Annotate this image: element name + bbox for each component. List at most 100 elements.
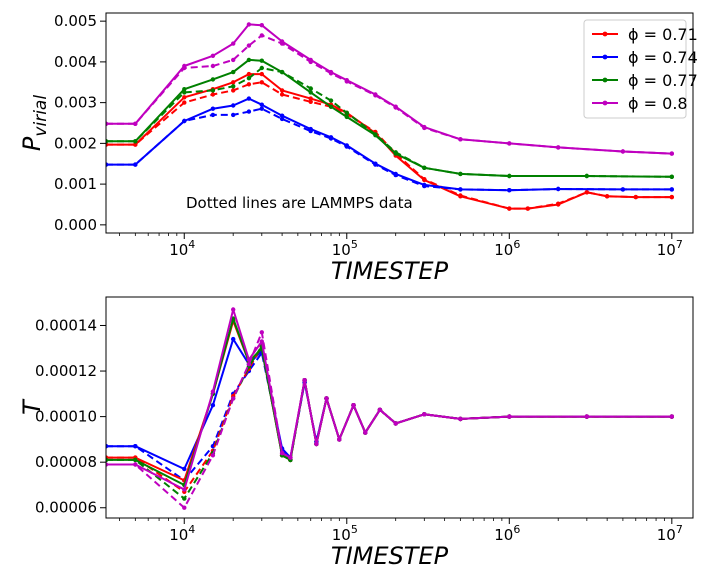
data-point — [106, 444, 109, 449]
data-point — [210, 112, 216, 118]
data-point — [279, 92, 285, 97]
data-point — [507, 141, 512, 146]
data-point — [328, 98, 334, 103]
data-point — [182, 505, 187, 510]
data-point — [422, 125, 427, 131]
series-line-1 — [106, 81, 672, 210]
data-point — [393, 105, 398, 110]
y-tick-label: 0.001 — [54, 175, 97, 193]
data-point — [246, 96, 252, 101]
x-tick-label: 105 — [332, 523, 358, 544]
legend-marker — [602, 100, 608, 106]
data-point — [337, 437, 342, 442]
data-point — [210, 63, 216, 69]
data-point — [328, 136, 334, 141]
data-point — [231, 88, 236, 93]
x-tick-label: 107 — [657, 238, 683, 259]
data-point — [669, 414, 674, 419]
data-point — [308, 99, 313, 105]
data-point — [210, 453, 216, 458]
data-point — [259, 106, 264, 111]
data-point — [133, 121, 138, 127]
data-point — [507, 173, 512, 179]
y-tick-label: 0.005 — [54, 12, 97, 30]
data-point — [133, 139, 138, 144]
data-point — [279, 116, 285, 122]
data-point — [182, 100, 187, 105]
data-point — [344, 110, 349, 116]
x-axis-title: TIMESTEP — [331, 542, 449, 570]
x-axis-title: TIMESTEP — [331, 257, 449, 285]
data-point — [669, 187, 674, 192]
data-point — [584, 414, 589, 419]
data-point — [556, 201, 561, 206]
y-axis-title: T — [18, 398, 46, 415]
data-point — [246, 57, 252, 63]
legend-marker — [602, 54, 608, 60]
data-point — [246, 82, 252, 87]
data-point — [344, 79, 349, 84]
data-point — [231, 396, 236, 401]
x-tick-label: 106 — [494, 523, 520, 544]
series-line-5 — [106, 67, 672, 178]
series-group — [106, 22, 674, 211]
data-point — [231, 84, 236, 89]
data-point — [133, 162, 138, 167]
data-point — [458, 193, 463, 198]
data-point — [458, 171, 463, 177]
data-point — [106, 121, 109, 126]
data-point — [584, 190, 589, 195]
legend-marker — [602, 31, 608, 37]
y-tick-label: 0.00012 — [35, 362, 97, 380]
data-point — [259, 58, 264, 63]
y-tick-label: 0.004 — [54, 53, 97, 71]
series-line-0 — [106, 338, 672, 470]
data-point — [246, 71, 252, 77]
data-point — [259, 71, 264, 77]
data-point — [182, 65, 187, 71]
data-point — [393, 421, 398, 426]
data-point — [246, 43, 252, 48]
data-point — [373, 162, 378, 167]
plot-frame — [105, 12, 694, 234]
data-point — [308, 128, 313, 134]
data-point — [344, 144, 349, 149]
data-point — [458, 416, 463, 422]
series-group — [106, 307, 674, 510]
x-tick-label: 106 — [494, 238, 520, 259]
data-point — [669, 151, 674, 156]
legend-label: ϕ = 0.74 — [628, 48, 698, 67]
data-point — [259, 65, 264, 71]
y-tick-label: 0.00010 — [35, 408, 97, 426]
data-point — [133, 142, 138, 147]
legend: ϕ = 0.71 ϕ = 0.74 ϕ = 0.77 ϕ = 0.8 — [583, 19, 698, 119]
y-tick-label: 0.003 — [54, 94, 97, 112]
legend-frame — [583, 19, 687, 119]
data-point — [620, 149, 626, 154]
data-point — [210, 77, 216, 82]
data-point — [106, 457, 109, 463]
data-point — [373, 132, 378, 137]
data-point — [422, 177, 427, 182]
data-point — [422, 165, 427, 170]
data-point — [458, 187, 463, 192]
data-point — [669, 194, 674, 200]
data-point — [324, 396, 329, 401]
data-point — [328, 104, 334, 109]
data-point — [246, 362, 252, 367]
data-point — [182, 466, 187, 472]
data-point — [106, 139, 109, 144]
data-point — [507, 188, 512, 193]
plot-frame — [105, 296, 694, 519]
data-point — [363, 430, 368, 435]
data-point — [246, 22, 252, 27]
y-axis-title: Pvirial — [18, 95, 51, 151]
data-point — [328, 71, 334, 76]
temperature-panel: 104 105 106 107 0.00006 0.00008 0.00010 0.00012… — [18, 296, 694, 570]
data-point — [288, 455, 293, 460]
data-point — [210, 88, 216, 93]
y-tick-label: 0.000 — [54, 216, 97, 234]
data-point — [182, 118, 187, 124]
data-point — [231, 69, 236, 75]
